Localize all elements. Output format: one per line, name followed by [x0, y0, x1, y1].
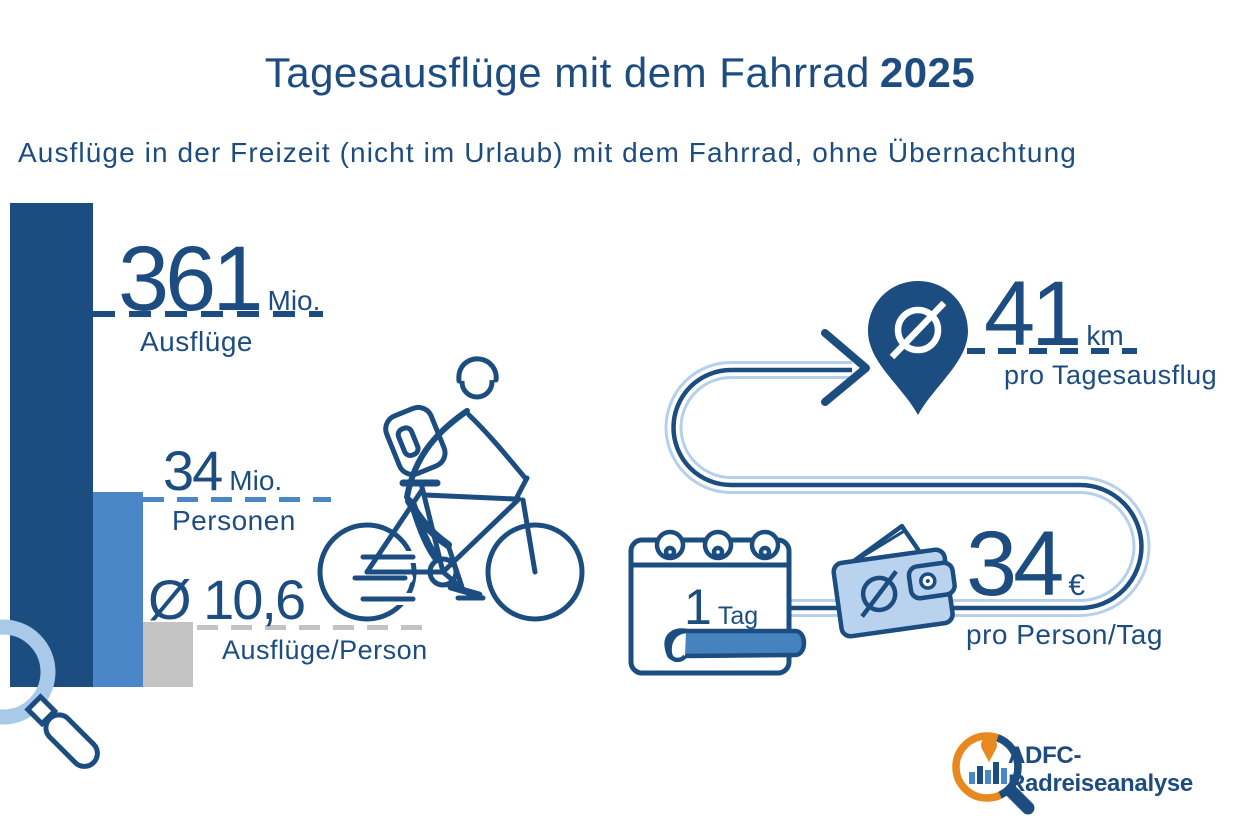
page-title-year: 2025 [879, 49, 976, 96]
logo-bars [969, 762, 1007, 784]
stat-distance: 41 km [984, 268, 1124, 360]
route-path [664, 281, 1151, 617]
adfc-logo-icon [952, 732, 1035, 815]
stat-trips-value: 361 [118, 228, 263, 330]
stat-distance-value: 41 [984, 263, 1082, 365]
stat-spend: 34 € [966, 518, 1085, 610]
page-title-main: Tagesausflüge mit dem Fahrrad [264, 49, 870, 96]
stat-trips-per-person: Ø 10,6 [148, 568, 306, 631]
stat-trips-per-person-value: Ø 10,6 [148, 568, 306, 631]
stat-distance-label: pro Tagesausflug [1004, 360, 1218, 390]
dashed-line-distance [967, 348, 1137, 354]
wallet-icon [831, 523, 957, 639]
calendar-rings [654, 529, 781, 561]
stat-duration-value: 1 [684, 579, 712, 635]
stat-trips-per-person-label: Ausflüge/Person [222, 635, 428, 665]
bar-trips [10, 203, 93, 687]
adfc-logo-text: ADFC-Radreiseanalyse [1008, 742, 1193, 797]
dashed-line-persons [143, 497, 331, 502]
arrow-icon [821, 329, 870, 406]
page-subtitle: Ausflüge in der Freizeit (nicht im Urlau… [18, 137, 1077, 168]
calendar-icon [628, 529, 807, 676]
stat-persons-label: Personen [172, 505, 296, 536]
dashed-line-trips-per-person [197, 625, 433, 630]
stat-trips: 361 Mio. [118, 233, 320, 325]
stat-spend-label: pro Person/Tag [966, 619, 1163, 650]
location-pin-icon [868, 281, 968, 415]
stat-spend-value: 34 [966, 513, 1064, 615]
page-title: Tagesausflüge mit dem Fahrrad 2025 [0, 52, 1240, 94]
stat-spend-unit: € [1068, 569, 1086, 602]
stat-duration: 1 Tag [684, 582, 758, 632]
stat-persons-value: 34 [163, 439, 223, 502]
stat-duration-unit: Tag [717, 602, 759, 630]
magnifier-icon [0, 619, 100, 769]
stat-persons: 34 Mio. [163, 443, 282, 499]
average-symbol [889, 300, 947, 360]
stat-persons-unit: Mio. [229, 465, 283, 496]
stat-distance-unit: km [1086, 320, 1124, 351]
stat-trips-label: Ausflüge [140, 326, 253, 357]
average-symbol [860, 570, 898, 618]
dashed-line-trips [93, 311, 323, 317]
cyclist-icon [317, 356, 585, 622]
logo-pin [981, 737, 997, 762]
stat-trips-unit: Mio. [267, 285, 321, 316]
